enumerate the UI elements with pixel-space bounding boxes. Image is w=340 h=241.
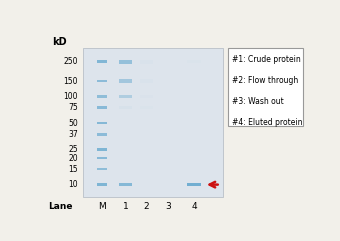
- Bar: [97, 122, 107, 124]
- Text: kD: kD: [52, 37, 67, 47]
- Bar: [187, 60, 201, 63]
- Text: #2: Flow through: #2: Flow through: [232, 76, 299, 85]
- Text: #4: Eluted protein: #4: Eluted protein: [232, 118, 303, 127]
- Bar: [228, 48, 303, 126]
- Text: 50: 50: [68, 119, 78, 127]
- Text: 100: 100: [64, 92, 78, 101]
- Bar: [97, 80, 107, 82]
- Bar: [97, 133, 107, 136]
- Text: 37: 37: [68, 130, 78, 139]
- Text: 4: 4: [191, 202, 197, 211]
- Bar: [97, 148, 107, 151]
- Bar: [119, 80, 132, 83]
- Bar: [119, 95, 132, 98]
- Text: 15: 15: [68, 165, 78, 174]
- Text: 150: 150: [64, 77, 78, 86]
- Text: 10: 10: [68, 180, 78, 189]
- Bar: [97, 95, 107, 98]
- Text: 250: 250: [64, 57, 78, 66]
- Bar: [97, 106, 107, 109]
- Bar: [140, 80, 153, 83]
- Text: 2: 2: [144, 202, 149, 211]
- Text: Lane: Lane: [48, 202, 73, 211]
- Bar: [140, 95, 153, 98]
- Text: 3: 3: [165, 202, 171, 211]
- Text: #1: Crude protein: #1: Crude protein: [232, 55, 301, 64]
- Bar: [97, 60, 107, 63]
- Text: 75: 75: [68, 103, 78, 112]
- Bar: [140, 60, 153, 64]
- Bar: [140, 106, 153, 109]
- Bar: [97, 168, 107, 170]
- Text: 20: 20: [68, 154, 78, 163]
- Bar: [119, 106, 132, 109]
- Bar: [119, 60, 132, 64]
- Text: #3: Wash out: #3: Wash out: [232, 97, 284, 106]
- Text: 25: 25: [68, 145, 78, 154]
- Text: 1: 1: [123, 202, 129, 211]
- Bar: [97, 157, 107, 159]
- Bar: [119, 183, 132, 186]
- Text: M: M: [98, 202, 106, 211]
- Bar: [97, 183, 107, 186]
- Bar: [83, 48, 223, 197]
- Bar: [187, 183, 201, 187]
